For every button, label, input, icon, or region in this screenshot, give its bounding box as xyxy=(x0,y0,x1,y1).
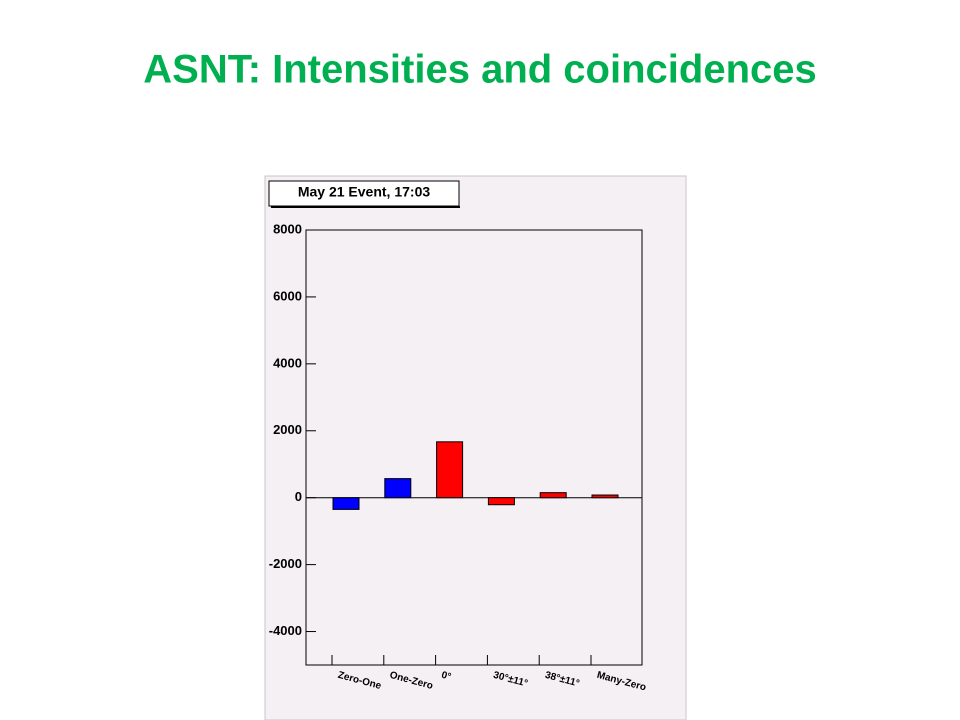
y-tick-label: -2000 xyxy=(269,556,302,571)
y-tick-label: 8000 xyxy=(273,221,302,236)
plot-frame xyxy=(305,229,643,666)
bar xyxy=(332,497,360,510)
bar xyxy=(539,492,567,499)
x-tick-label: 0° xyxy=(440,670,452,683)
y-tick-label: 2000 xyxy=(273,422,302,437)
y-tick-label: 6000 xyxy=(273,288,302,303)
y-tick-label: 4000 xyxy=(273,355,302,370)
chart-panel xyxy=(264,175,687,720)
bar xyxy=(384,478,412,499)
slide-title: ASNT: Intensities and coincidences xyxy=(143,48,817,92)
bar xyxy=(591,494,619,499)
y-tick-label: -4000 xyxy=(269,623,302,638)
y-tick-label: 0 xyxy=(295,489,302,504)
chart-title: May 21 Event, 17:03 xyxy=(298,184,431,200)
bar xyxy=(487,497,515,506)
bar xyxy=(436,441,464,499)
